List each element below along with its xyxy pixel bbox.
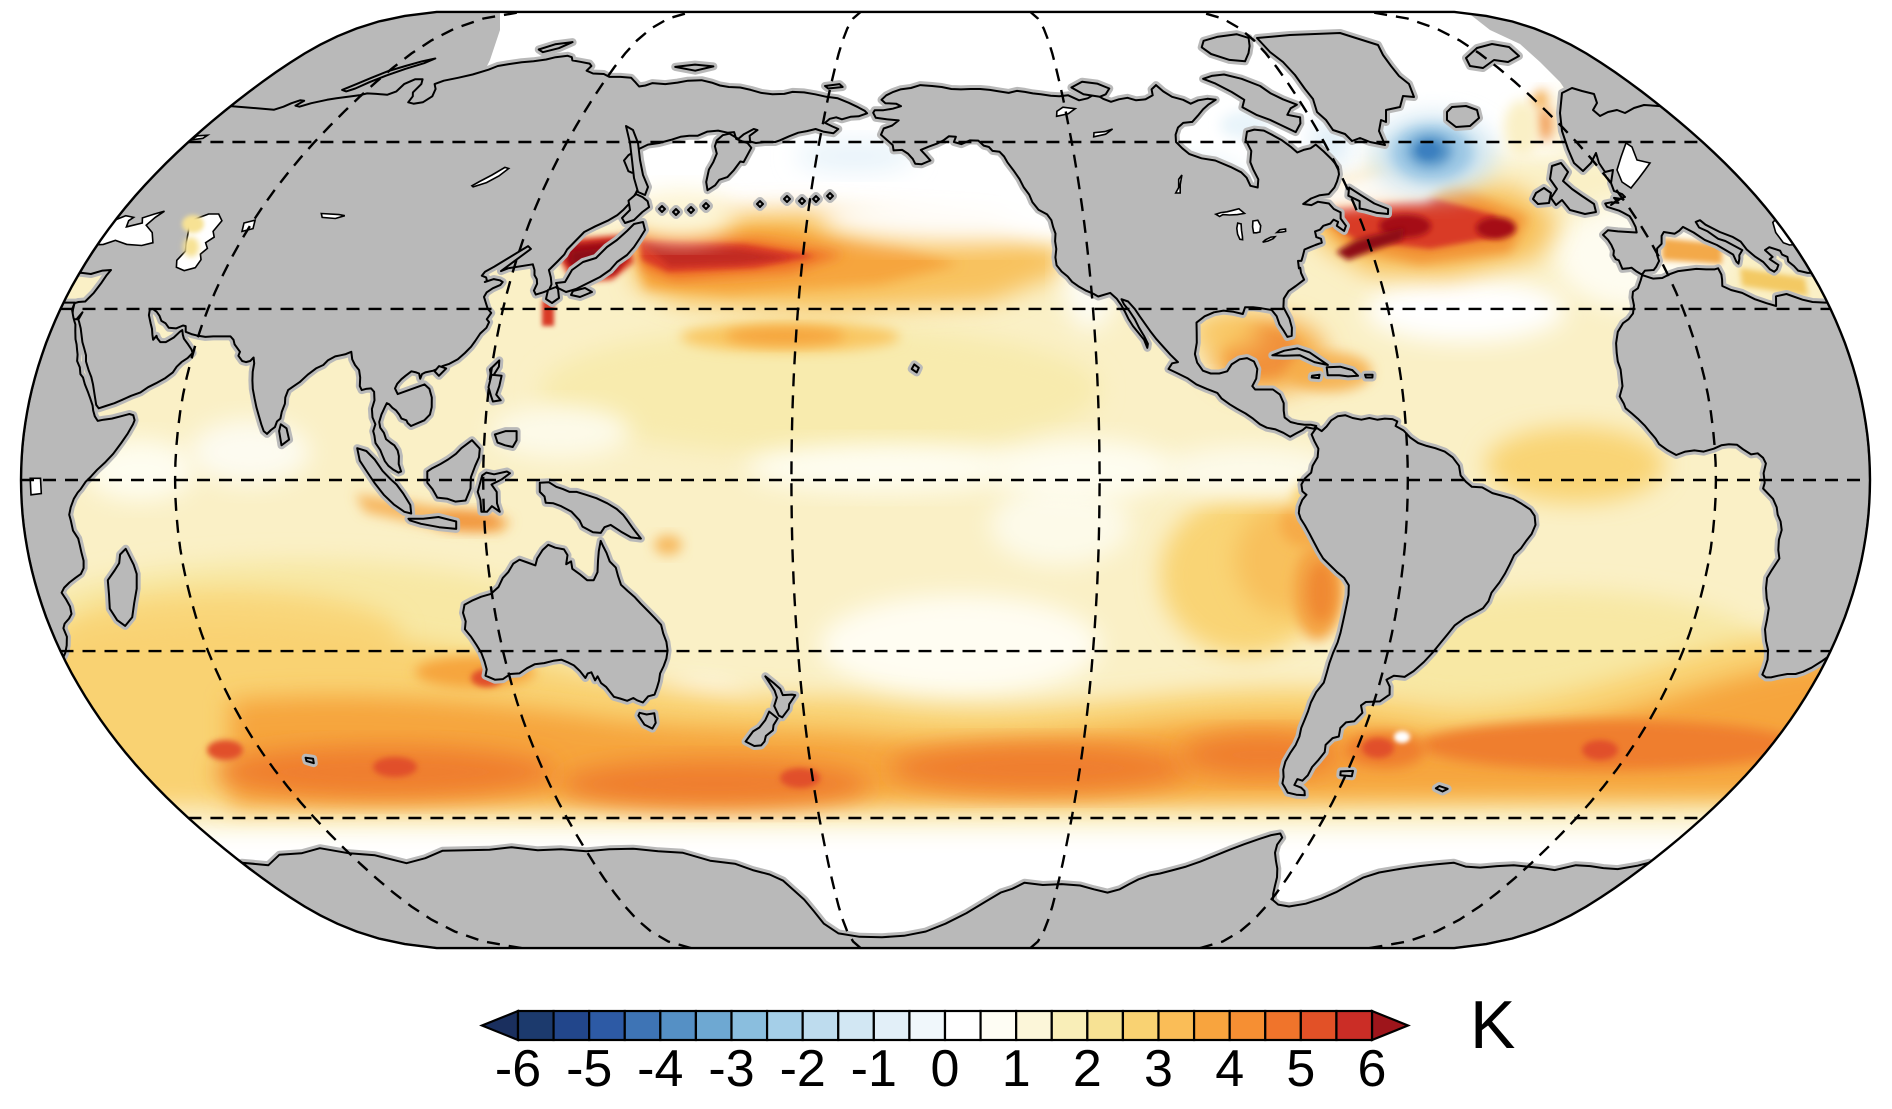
svg-text:-2: -2: [780, 1040, 826, 1098]
svg-text:-5: -5: [566, 1040, 612, 1098]
svg-text:0: 0: [931, 1040, 960, 1098]
svg-text:2: 2: [1073, 1040, 1102, 1098]
svg-text:-6: -6: [495, 1040, 541, 1098]
svg-text:-4: -4: [637, 1040, 683, 1098]
svg-text:1: 1: [1002, 1040, 1031, 1098]
svg-text:3: 3: [1144, 1040, 1173, 1098]
svg-text:5: 5: [1286, 1040, 1315, 1098]
svg-text:4: 4: [1215, 1040, 1244, 1098]
svg-text:-1: -1: [851, 1040, 897, 1098]
svg-text:K: K: [1470, 987, 1515, 1063]
svg-text:-3: -3: [708, 1040, 754, 1098]
svg-text:6: 6: [1358, 1040, 1387, 1098]
